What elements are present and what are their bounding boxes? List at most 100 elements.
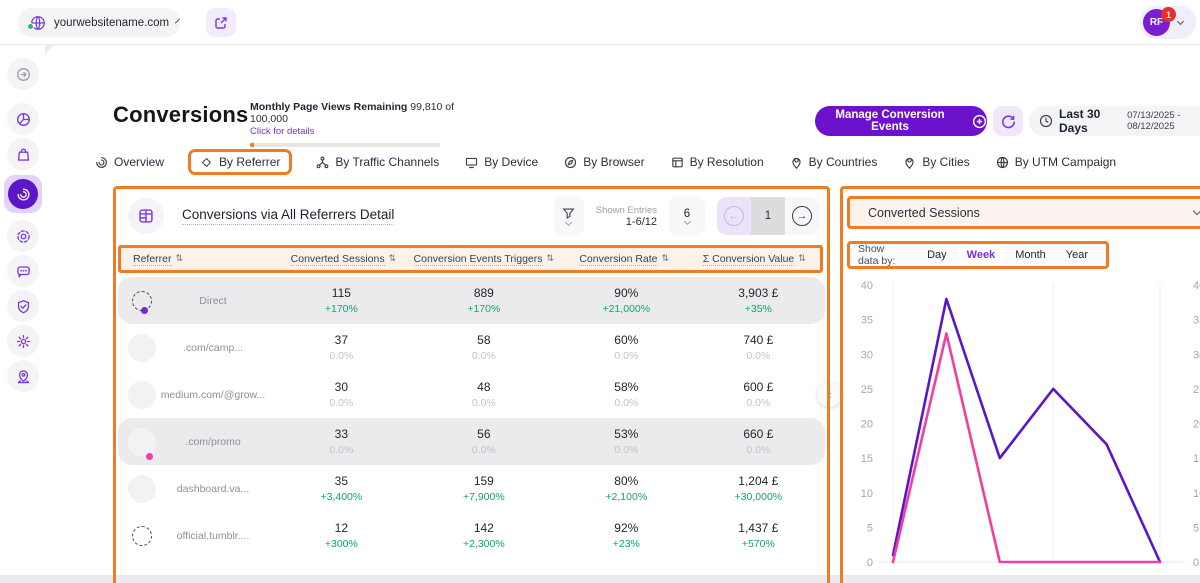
location-pin-icon (16, 369, 31, 384)
tab-overview[interactable]: Overview (95, 151, 164, 173)
device-icon (465, 156, 478, 169)
sort-icon: ⇅ (388, 254, 397, 264)
metric-cell: 600 £0.0% (743, 380, 774, 409)
tab-bar: Overview By Referrer By Traffic Channels By… (95, 147, 1116, 177)
tab-by-resolution[interactable]: By Resolution (671, 151, 764, 173)
resolution-icon (671, 156, 684, 169)
referrer-label: official.tumblr.... (176, 529, 250, 542)
tab-by-countries[interactable]: By Countries (790, 151, 878, 173)
table-row[interactable]: .com/promo 33 0.0% 56 0.0% 53% 0.0% 660 £0.0% (118, 418, 825, 465)
sidebar-item-bag[interactable] (7, 138, 39, 170)
table-row[interactable]: medium.com/@grow... 30 0.0% 48 0.0% 58% 0.0% 60… (118, 371, 825, 418)
column-header-referrer[interactable]: Referrer ⇅ (133, 252, 184, 266)
table-icon (128, 198, 164, 234)
user-menu[interactable]: RF 1 (1140, 6, 1196, 39)
date-range-picker[interactable]: Last 30 Days 07/13/2025 - 08/12/2025 (1029, 106, 1200, 136)
referrer-label: dashboard.va... (176, 482, 250, 495)
table-row[interactable]: dashboard.va... 35 +3,400% 159 +7,900% 80% +2,… (118, 465, 825, 512)
metric-cell: 60% 0.0% (614, 333, 639, 362)
metric-dropdown[interactable]: Converted Sessions (847, 196, 1200, 229)
globe-icon (27, 15, 46, 31)
interval-week[interactable]: Week (956, 246, 1006, 264)
tab-label: By Countries (808, 155, 878, 169)
tab-by-browser[interactable]: By Browser (564, 151, 645, 173)
sidebar-item-settings-gear[interactable] (7, 325, 39, 357)
filter-button[interactable] (553, 196, 584, 236)
table-row[interactable]: .com/camp... 37 0.0% 58 0.0% 60% 0.0% 740 £0.0% (118, 324, 825, 371)
tab-by-utm-campaign[interactable]: By UTM Campaign (996, 151, 1116, 173)
sort-icon: ⇅ (546, 254, 555, 264)
svg-text:25: 25 (1193, 384, 1200, 396)
table-rows: Direct 115 +170% 889 +170% 90% +21,000% 3,903 £… (118, 277, 825, 559)
tab-label: By Device (484, 155, 539, 169)
panel-toggle-icon (16, 67, 31, 82)
tab-label: By Resolution (689, 155, 764, 169)
svg-text:10: 10 (861, 488, 873, 500)
table-row[interactable]: Direct 115 +170% 889 +170% 90% +21,000% 3,903 £… (118, 277, 825, 324)
tab-by-traffic-channels[interactable]: By Traffic Channels (316, 151, 439, 173)
metric-cell: 37 0.0% (329, 333, 354, 362)
interval-day[interactable]: Day (927, 249, 947, 261)
next-page-button[interactable]: → (785, 197, 819, 235)
referrer-icon (200, 156, 213, 169)
quota-widget: Monthly Page Views Remaining 99,810 of 1… (250, 101, 470, 147)
tab-label: By Referrer (219, 155, 281, 169)
tab-by-referrer[interactable]: By Referrer (188, 149, 293, 175)
tab-label: By Traffic Channels (335, 155, 440, 169)
sidebar-item-panel-toggle[interactable] (7, 58, 39, 90)
metric-cell: 92% +23% (612, 521, 640, 550)
metric-cell: 35 +3,400% (320, 474, 363, 503)
funnel-icon (562, 207, 575, 220)
notification-badge: 1 (1161, 7, 1176, 22)
column-header-conversion-value[interactable]: Σ Conversion Value ⇅ (702, 252, 806, 266)
referrers-table-panel: Conversions via All Referrers Detail Sho… (116, 189, 827, 583)
table-row[interactable]: official.tumblr.... 12 +300% 142 +2,300% 92% +… (118, 512, 825, 559)
metric-cell: 80% +2,100% (605, 474, 648, 503)
referrer-label: medium.com/@grow... (160, 388, 266, 401)
avatar: RF 1 (1143, 7, 1176, 36)
svg-text:40: 40 (861, 280, 873, 292)
svg-text:0: 0 (1193, 557, 1199, 569)
chat-icon (16, 264, 31, 279)
sidebar-item-location-pin[interactable] (7, 360, 39, 392)
overview-icon (95, 156, 108, 169)
page-size-select[interactable]: 6 (669, 196, 705, 236)
sidebar-item-pie-chart[interactable] (7, 103, 39, 135)
sidebar-item-target[interactable] (7, 220, 39, 252)
referrer-favicon (128, 427, 156, 460)
manage-conversion-events-button[interactable]: Manage Conversion Events (815, 106, 987, 136)
svg-text:30: 30 (861, 349, 873, 361)
sidebar-item-conversions[interactable] (4, 175, 42, 213)
column-header-converted-sessions[interactable]: Converted Sessions ⇅ (290, 252, 397, 266)
tab-label: By Browser (583, 155, 645, 169)
svg-text:40: 40 (1193, 280, 1200, 292)
site-selector[interactable]: yourwebsitename.com (18, 8, 181, 37)
tab-by-cities[interactable]: By Cities (903, 151, 970, 173)
annotation-left-panel (113, 186, 830, 583)
column-header-conversion-rate[interactable]: Conversion Rate ⇅ (579, 252, 670, 266)
interval-month[interactable]: Month (1015, 249, 1046, 261)
prev-page-button[interactable]: ← (717, 197, 751, 235)
quota-details-link[interactable]: Click for details (250, 126, 315, 137)
column-header-conversion-events-triggers[interactable]: Conversion Events Triggers ⇅ (413, 252, 555, 266)
sidebar-item-shield-check[interactable] (7, 290, 39, 322)
quota-progress (250, 143, 440, 147)
arrow-right-icon: → (792, 206, 812, 226)
shield-check-icon (16, 299, 31, 314)
referrer-label: .com/promo (185, 435, 241, 448)
plus-circle-icon (972, 114, 987, 129)
referrer-favicon (128, 474, 156, 503)
pagination: ← 1 → (717, 197, 819, 235)
chevron-down-icon (175, 18, 181, 24)
svg-text:0: 0 (867, 557, 873, 569)
tab-by-device[interactable]: By Device (465, 151, 538, 173)
metric-cell: 53% 0.0% (614, 427, 639, 456)
quota-value: 99,810 of 100,000 (250, 101, 455, 125)
external-link-icon (214, 16, 228, 30)
main-area: Conversions Monthly Page Views Remaining… (45, 45, 1200, 583)
metric-cell: 889 +170% (467, 286, 501, 315)
refresh-button[interactable] (993, 106, 1023, 136)
open-site-button[interactable] (206, 8, 236, 37)
interval-year[interactable]: Year (1065, 249, 1088, 261)
sidebar-item-chat[interactable] (7, 255, 39, 287)
